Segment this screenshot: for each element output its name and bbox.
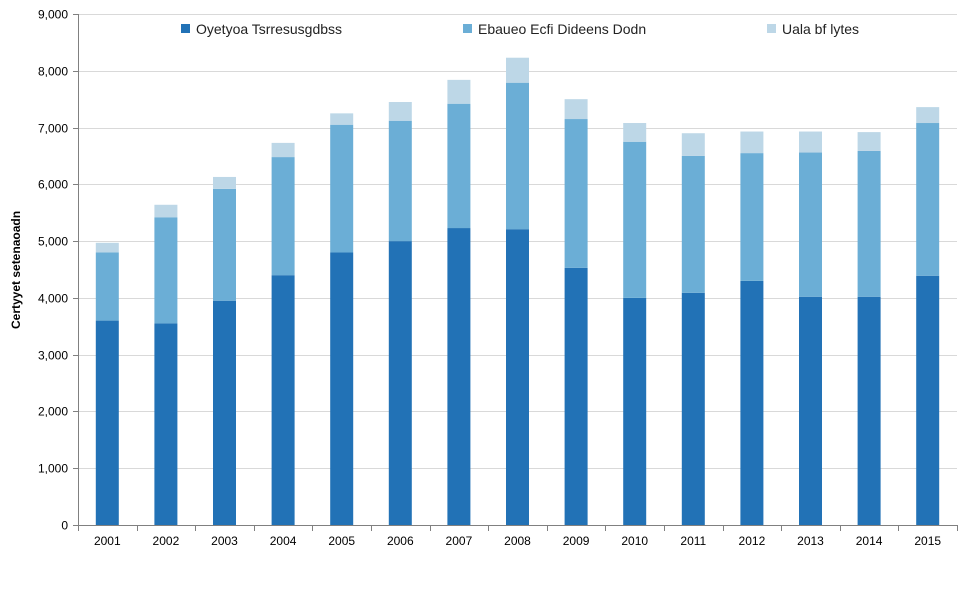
legend: Oyetyoa Tsrresusgdbss Ebaueo Ecfi Dideens… [181, 21, 859, 37]
bar-segment-series-0-2007 [447, 228, 471, 526]
bar-segment-series-1-2012 [740, 153, 764, 281]
bar-segment-series-1-2003 [213, 188, 236, 301]
y-tick-label: 5,000 [38, 235, 68, 249]
x-tick-label: 2014 [856, 534, 883, 548]
bar-segment-series-2-2012 [740, 131, 764, 154]
bar-segment-series-1-2009 [564, 119, 588, 268]
bar-segment-series-1-2013 [799, 152, 822, 297]
bar-segment-series-1-2011 [681, 155, 705, 293]
legend-item: Ebaueo Ecfi Dideens Dodn [463, 21, 646, 37]
bar-segment-series-0-2015 [916, 275, 940, 525]
bar-segment-series-0-2003 [213, 300, 236, 525]
bar-segment-series-1-2014 [857, 150, 881, 297]
x-tick-label: 2010 [621, 534, 648, 548]
bar-segment-series-2-2009 [564, 99, 588, 120]
x-tick-label: 2008 [504, 534, 531, 548]
x-tick-label: 2004 [270, 534, 297, 548]
bar-segment-series-0-2013 [799, 296, 822, 525]
bar-segment-series-2-2006 [388, 102, 412, 121]
bar-segment-series-0-2011 [681, 292, 705, 525]
bar-segment-series-0-2010 [623, 297, 647, 525]
y-tick-label: 2,000 [38, 405, 68, 419]
bar-segment-series-0-2009 [564, 267, 588, 525]
bar-segment-series-0-2002 [154, 323, 178, 525]
bar-segment-series-2-2007 [447, 79, 471, 104]
x-tick-label: 2002 [153, 534, 180, 548]
bar-segment-series-0-2012 [740, 280, 764, 525]
bar-segment-series-2-2002 [154, 204, 178, 218]
bar-segment-series-0-2005 [330, 252, 354, 525]
legend-item: Oyetyoa Tsrresusgdbss [181, 21, 342, 37]
legend-label: Uala bf lytes [782, 21, 859, 37]
axes [73, 14, 958, 531]
bar-segment-series-2-2005 [330, 113, 354, 125]
bar-segment-series-1-2015 [916, 123, 940, 276]
y-tick-label: 8,000 [38, 65, 68, 79]
x-tick-label: 2015 [914, 534, 941, 548]
y-tick-label: 9,000 [38, 8, 68, 22]
bar-segment-series-2-2011 [681, 133, 705, 156]
bar-segment-series-2-2004 [271, 142, 295, 158]
legend-label: Ebaueo Ecfi Dideens Dodn [478, 21, 646, 37]
bar-segment-series-1-2007 [447, 103, 471, 229]
x-tick-label: 2009 [563, 534, 590, 548]
bar-segment-series-2-2003 [213, 176, 236, 189]
bar-segment-series-1-2006 [388, 120, 412, 242]
bar-segment-series-0-2014 [857, 296, 881, 525]
x-tick-label: 2012 [739, 534, 766, 548]
bar-segment-series-1-2008 [506, 82, 529, 230]
legend-label: Oyetyoa Tsrresusgdbss [196, 21, 342, 37]
x-tick-label: 2006 [387, 534, 414, 548]
y-tick-labels: 0 1,000 2,000 3,000 4,000 5,000 6,000 7,000 8,00… [38, 8, 68, 533]
bars [95, 57, 940, 526]
x-tick-labels: 2001 2002 2003 2004 2005 2006 2007 2008 2009 2010… [94, 534, 941, 548]
bar-segment-series-2-2013 [799, 131, 822, 153]
y-tick-label: 1,000 [38, 462, 68, 476]
x-tick-label: 2001 [94, 534, 121, 548]
y-axis-title: Certyyet setenaoadn [9, 211, 23, 329]
bar-segment-series-1-2002 [154, 217, 178, 324]
bar-segment-series-0-2001 [95, 320, 119, 525]
bar-segment-series-2-2014 [857, 132, 881, 151]
legend-swatch [767, 24, 776, 33]
bar-segment-series-2-2008 [506, 57, 529, 83]
bar-segment-series-1-2010 [623, 141, 647, 298]
y-tick-label: 3,000 [38, 349, 68, 363]
bar-segment-series-1-2001 [95, 252, 119, 321]
x-tick-label: 2007 [446, 534, 473, 548]
legend-swatch [463, 24, 472, 33]
y-tick-label: 0 [61, 519, 68, 533]
bar-segment-series-1-2004 [271, 157, 295, 276]
bar-segment-series-2-2001 [95, 242, 119, 253]
bar-segment-series-1-2005 [330, 124, 354, 253]
bar-segment-series-0-2008 [506, 229, 529, 525]
bar-segment-series-2-2010 [623, 123, 647, 142]
x-tick-label: 2003 [211, 534, 238, 548]
x-tick-label: 2011 [680, 534, 706, 548]
y-tick-label: 7,000 [38, 122, 68, 136]
y-tick-label: 6,000 [38, 178, 68, 192]
bar-segment-series-0-2006 [388, 241, 412, 526]
legend-swatch [181, 24, 190, 33]
x-tick-label: 2013 [797, 534, 824, 548]
bar-segment-series-2-2015 [916, 107, 940, 124]
x-tick-label: 2005 [328, 534, 355, 548]
legend-item: Uala bf lytes [767, 21, 859, 37]
y-tick-label: 4,000 [38, 292, 68, 306]
bar-segment-series-0-2004 [271, 275, 295, 525]
